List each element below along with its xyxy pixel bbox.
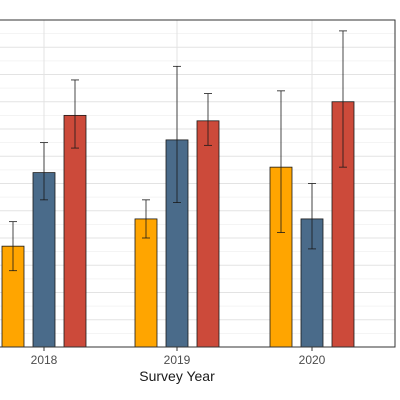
- plot-panel-border: [0, 19, 396, 348]
- x-tick-label: 2019: [164, 353, 191, 367]
- bar: [63, 114, 87, 348]
- error-bars: [9, 30, 347, 272]
- x-axis-ticks: 2018 2019 2020: [31, 347, 326, 367]
- x-tick-label: 2020: [299, 353, 326, 367]
- bar: [196, 120, 220, 348]
- x-axis-title: Survey Year: [139, 368, 215, 384]
- bars: [1, 101, 355, 348]
- x-tick-label: 2018: [31, 353, 58, 367]
